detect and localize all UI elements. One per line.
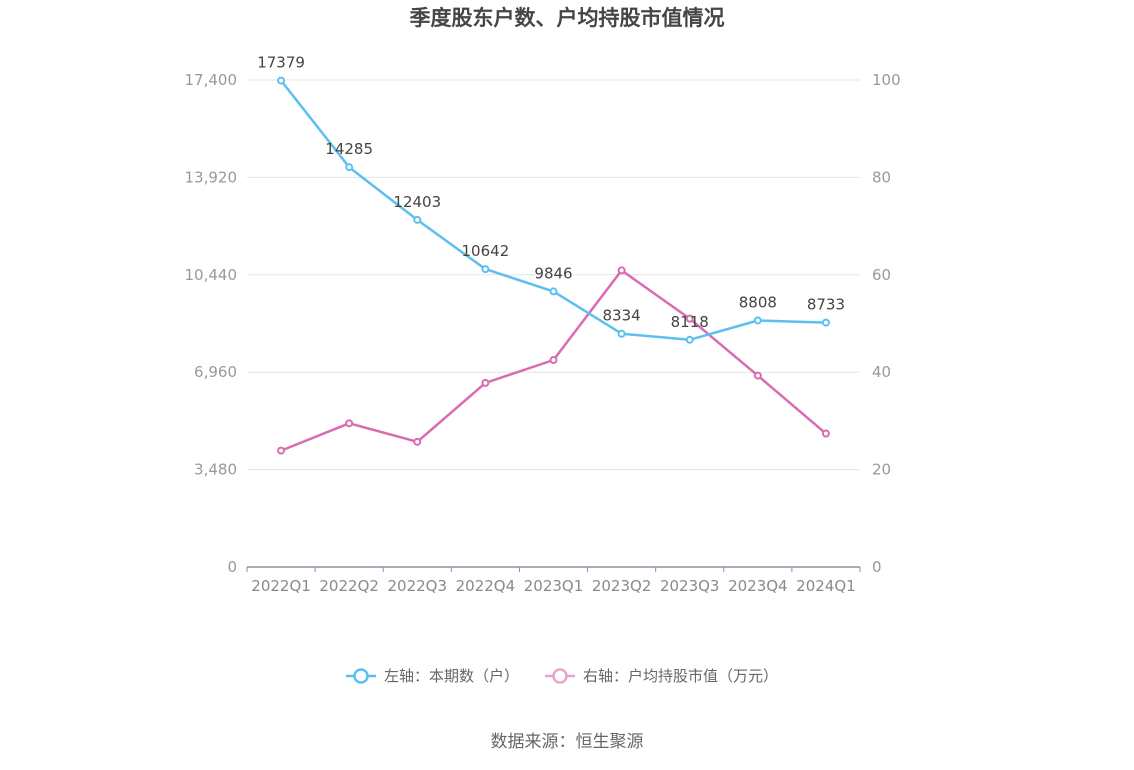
data-point xyxy=(549,287,558,296)
x-tick-label: 2023Q2 xyxy=(592,577,652,595)
data-point xyxy=(413,437,422,446)
data-label: 8118 xyxy=(671,313,709,331)
series-layer xyxy=(277,76,830,455)
y-left-tick-label: 10,440 xyxy=(185,266,238,284)
x-tick-label: 2023Q1 xyxy=(524,577,584,595)
data-point xyxy=(821,429,830,438)
y-right-tick-label: 80 xyxy=(872,168,891,186)
data-label: 12403 xyxy=(393,193,441,211)
data-point xyxy=(345,419,354,428)
data-point xyxy=(821,318,830,327)
data-label: 9846 xyxy=(534,264,572,282)
data-point xyxy=(413,215,422,224)
source-note: 数据来源：恒生聚源 xyxy=(491,732,644,752)
data-label: 17379 xyxy=(257,54,305,72)
data-point xyxy=(753,371,762,380)
legend-label: 右轴：户均持股市值（万元） xyxy=(583,667,778,685)
y-left-tick-label: 17,400 xyxy=(185,71,238,89)
chart-title: 季度股东户数、户均持股市值情况 xyxy=(410,6,725,30)
x-tick-label: 2022Q4 xyxy=(456,577,516,595)
legend-label: 左轴：本期数（户） xyxy=(384,667,519,685)
data-point xyxy=(549,356,558,365)
data-point xyxy=(617,266,626,275)
data-point xyxy=(753,316,762,325)
x-tick-label: 2023Q3 xyxy=(660,577,720,595)
x-tick-label: 2022Q2 xyxy=(319,577,379,595)
data-label: 8334 xyxy=(603,307,641,325)
y-left-tick-label: 6,960 xyxy=(194,363,237,381)
x-tick-label: 2022Q3 xyxy=(388,577,448,595)
legend-marker xyxy=(552,668,568,684)
data-label: 10642 xyxy=(462,242,510,260)
y-right-tick-label: 40 xyxy=(872,363,891,381)
y-left-tick-label: 0 xyxy=(227,558,237,576)
data-label: 14285 xyxy=(325,140,373,158)
data-point xyxy=(617,329,626,338)
data-point xyxy=(345,163,354,172)
y-right-tick-label: 100 xyxy=(872,71,901,89)
legend: 左轴：本期数（户） 右轴：户均持股市值（万元） xyxy=(346,667,778,685)
data-point xyxy=(277,446,286,455)
y-right-tick-label: 20 xyxy=(872,461,891,479)
data-point xyxy=(685,314,694,323)
data-point xyxy=(685,335,694,344)
x-tick-label: 2024Q1 xyxy=(796,577,856,595)
axis-layer: 0 3,480 6,960 10,440 13,920 17,400 0 20 40 60 80 10… xyxy=(185,71,901,595)
y-right-tick-label: 0 xyxy=(872,558,882,576)
y-right-tick-label: 60 xyxy=(872,266,891,284)
legend-marker xyxy=(353,668,369,684)
data-label: 8733 xyxy=(807,296,845,314)
x-tick-label: 2022Q1 xyxy=(251,577,311,595)
data-label: 8808 xyxy=(739,293,777,311)
data-point xyxy=(277,76,286,85)
y-left-tick-label: 13,920 xyxy=(185,168,238,186)
y-left-tick-label: 3,480 xyxy=(194,461,237,479)
data-point xyxy=(481,265,490,274)
data-point xyxy=(481,378,490,387)
x-tick-label: 2023Q4 xyxy=(728,577,788,595)
data-label-layer: 17379 14285 12403 10642 9846 8334 8118 8808 8733 xyxy=(257,54,845,331)
